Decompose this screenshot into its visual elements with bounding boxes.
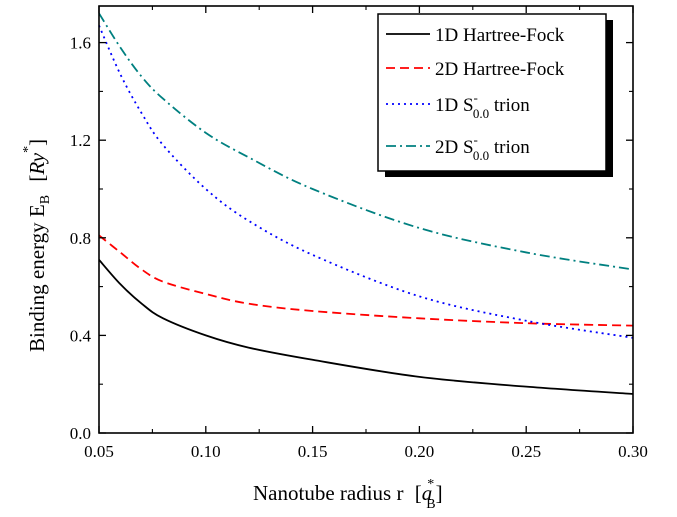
legend-box [377,13,607,172]
y-tick-label: 1.6 [70,34,91,53]
x-axis-label-unit: a [422,481,433,505]
x-axis-label-unit-sup: * [427,477,434,492]
y-tick-label: 0.4 [70,326,92,345]
series-line-4 [98,12,634,271]
y-tick-label: 0.0 [70,424,91,443]
legend-label-1: 1D Hartree-Fock [435,25,565,46]
x-tick-label: 0.25 [511,442,541,461]
y-axis-label-unit: Ry [25,152,49,175]
y-tick-label: 1.2 [70,131,91,150]
y-axis-label-unit-sup: * [21,146,36,153]
x-axis-label-unit-sub: B [426,497,435,512]
y-axis-label: Binding energy EB [Ry*] [21,139,54,352]
tick-layer: 0.05 0.10 0.15 0.20 0.25 0.30 0.0 0.4 0.8 1.2 1.6 [70,6,648,461]
y-axis-label-main-sub: B [38,195,53,204]
x-tick-label: 0.20 [405,442,435,461]
x-axis-label-main: Nanotube radius r [253,481,403,505]
legend: 1D Hartree-Fock 2D Hartree-Fock 1D S-0.0 t… [377,13,613,177]
y-axis-label-main: Binding energy E [25,204,49,352]
x-tick-label: 0.30 [618,442,648,461]
x-tick-label: 0.15 [298,442,328,461]
legend-label-3: 1D S-0.0 trion [435,90,530,121]
x-tick-label: 0.10 [191,442,221,461]
series-line-2 [98,234,634,327]
x-tick-label: 0.05 [84,442,114,461]
series-line-3 [98,25,634,339]
series-line-1 [98,259,634,395]
legend-label-2: 2D Hartree-Fock [435,59,565,80]
legend-entries: 1D Hartree-Fock 2D Hartree-Fock 1D S-0.0 t… [386,25,565,163]
x-axis-label: Nanotube radius r [a* B] [253,477,443,512]
series-layer [98,12,634,395]
y-tick-label: 0.8 [70,229,91,248]
legend-label-4: 2D S-0.0 trion [435,132,530,163]
